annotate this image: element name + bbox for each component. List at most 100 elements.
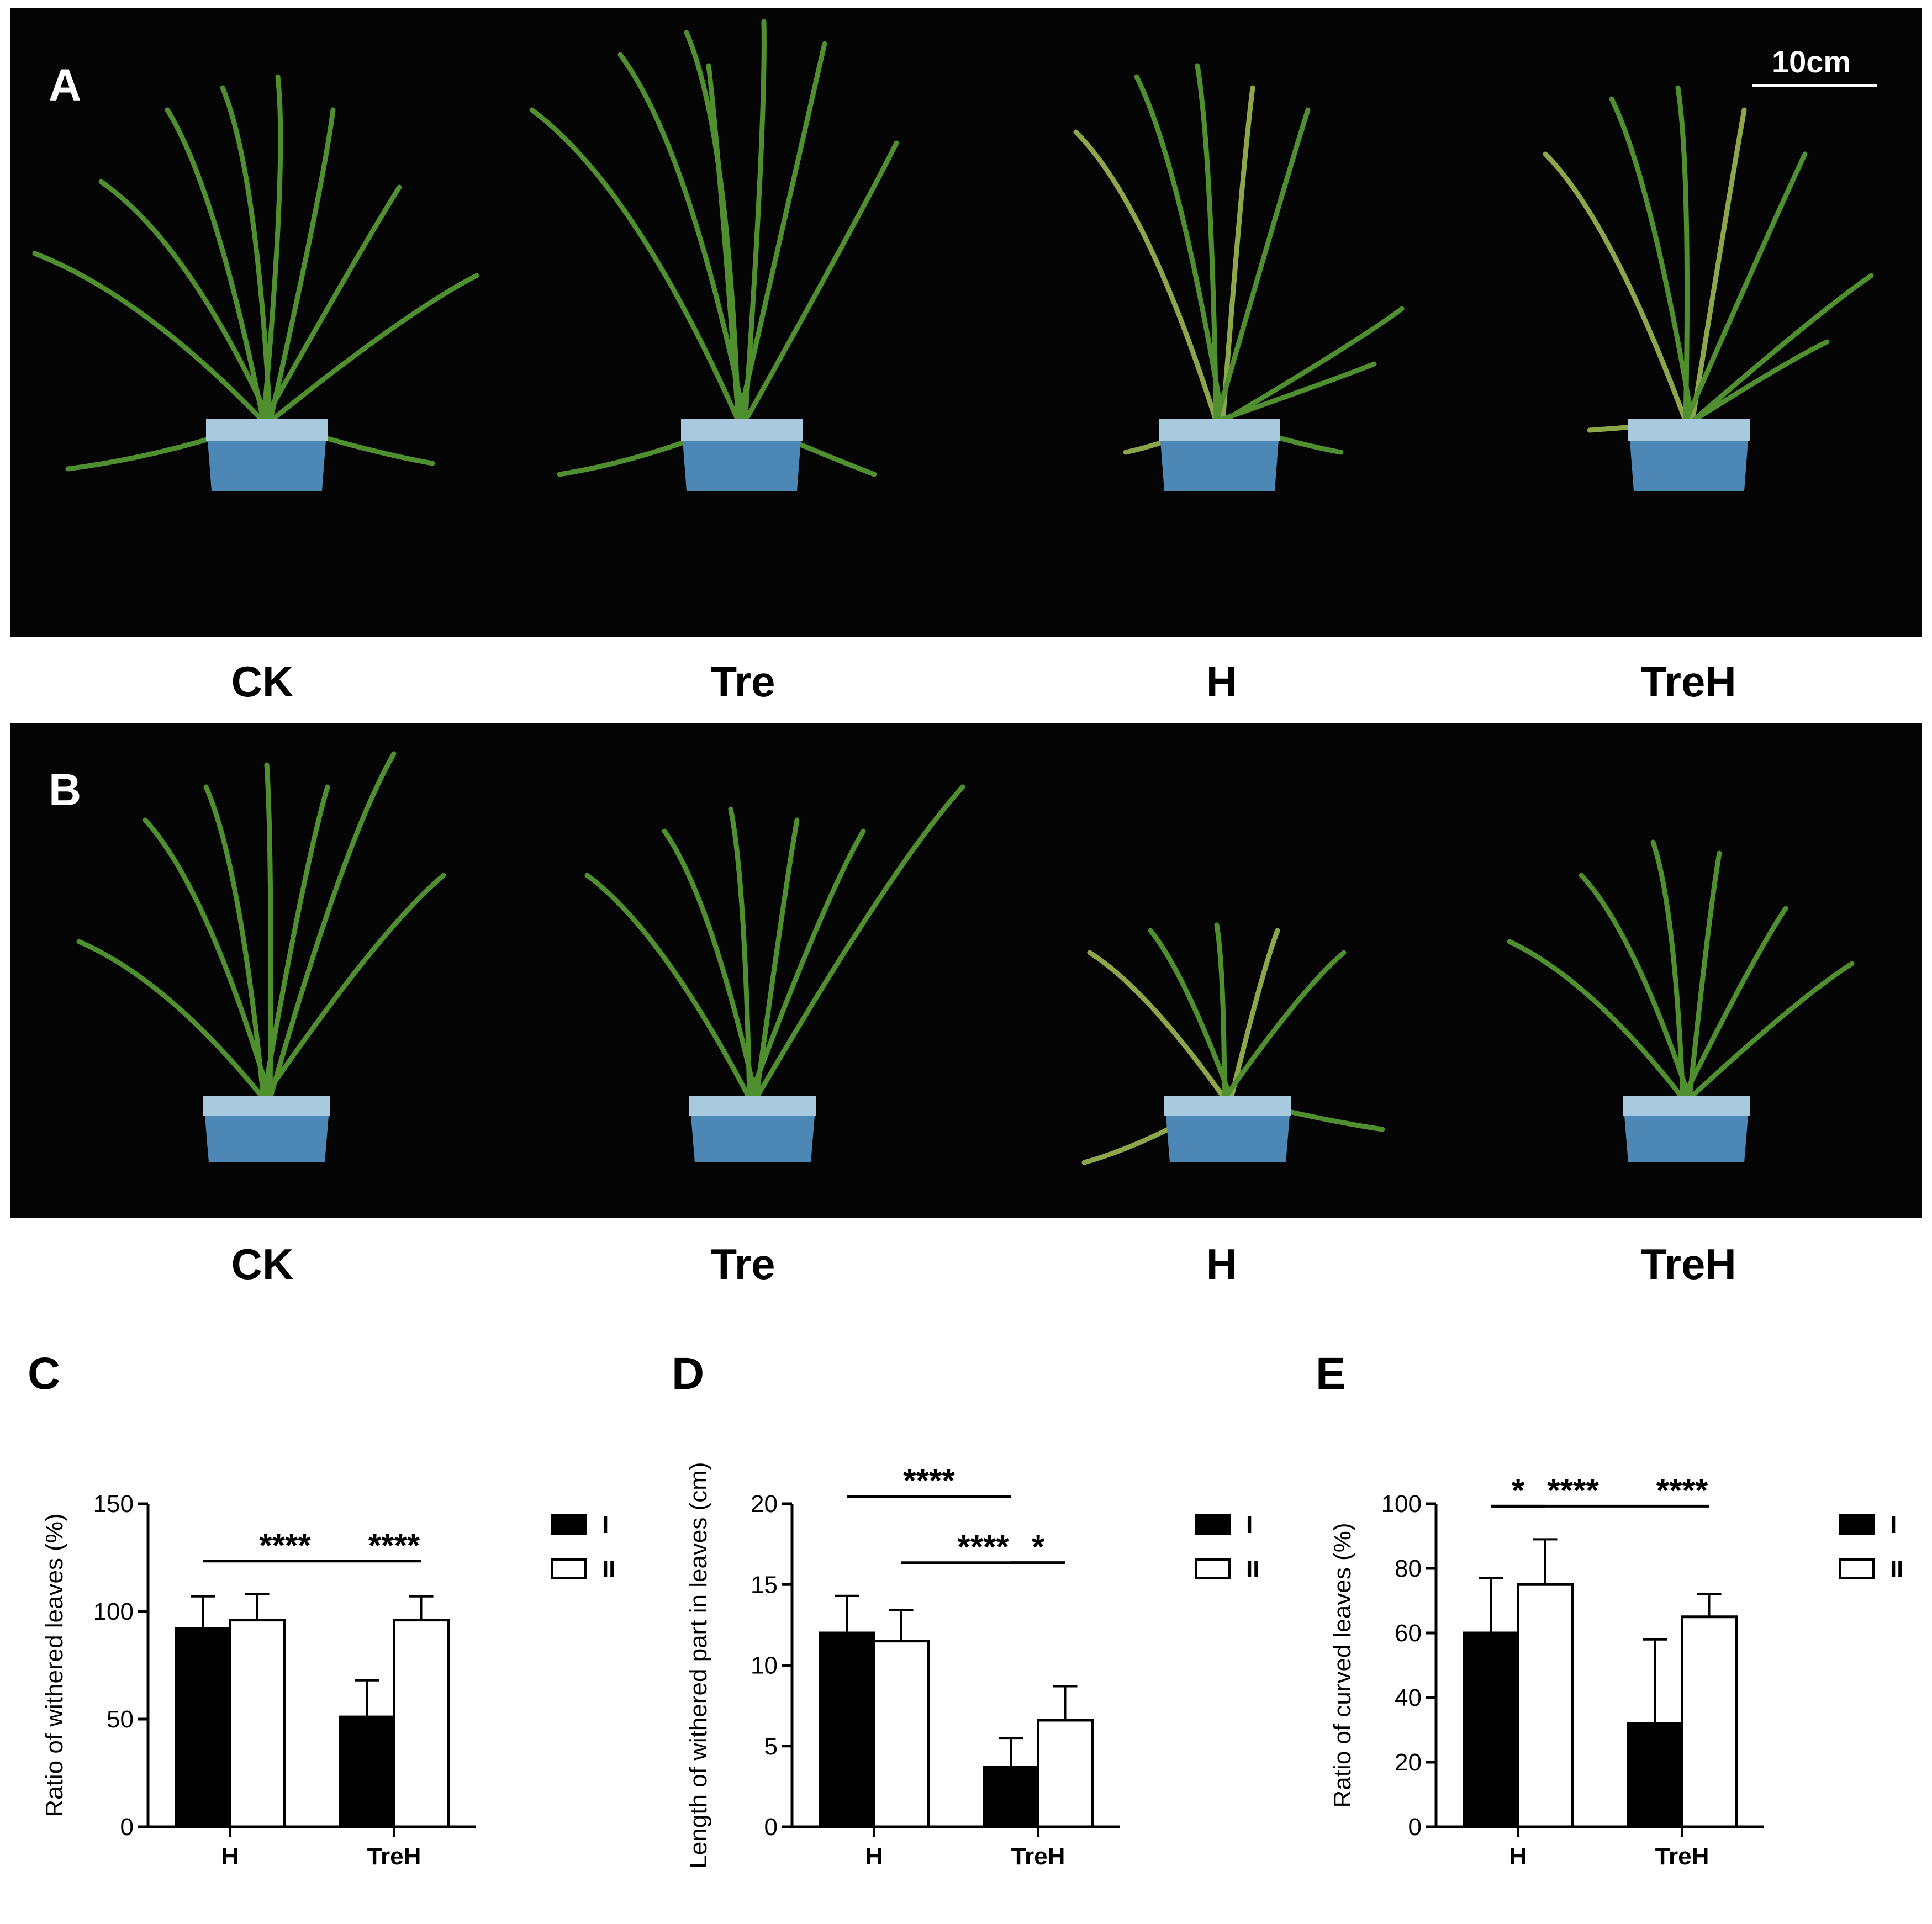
x-tick-label: H	[865, 1843, 883, 1870]
leaf	[203, 784, 266, 1101]
bar	[1627, 1722, 1683, 1828]
legend-label: I	[1890, 1511, 1897, 1539]
y-tick-label: 150	[93, 1490, 134, 1518]
bar	[873, 1640, 930, 1828]
caption-b-treh: TreH	[1640, 1240, 1736, 1288]
significance-label: ****	[1547, 1472, 1599, 1509]
y-tick-label: 100	[93, 1598, 134, 1625]
y-axis-label: Ratio of curved leaves (%)	[1329, 1523, 1356, 1808]
significance-label: ****	[903, 1462, 955, 1499]
x-tick-label: TreH	[367, 1843, 421, 1870]
x-tick-label: TreH	[1655, 1843, 1709, 1870]
leaf	[1680, 906, 1788, 1101]
plant-a-3	[1543, 85, 1874, 491]
leaf	[1220, 85, 1255, 424]
leaf	[1148, 928, 1234, 1101]
leaf	[98, 179, 273, 424]
y-tick-label: 0	[764, 1814, 778, 1841]
panel-letter-b: B	[49, 765, 82, 815]
leaf	[1222, 950, 1347, 1101]
legend-swatch	[1839, 1558, 1875, 1579]
leaf	[1073, 129, 1219, 424]
plant-a-1	[529, 19, 899, 491]
pot-rim	[1159, 419, 1280, 441]
panel-letter-a: A	[49, 60, 82, 110]
y-tick-label: 0	[120, 1814, 134, 1841]
y-tick-label: 10	[751, 1652, 778, 1679]
y-axis-label: Ratio of withered leaves (%)	[41, 1513, 68, 1817]
chart-d: D Length of withered part in leaves (cm) 0…	[644, 1342, 1288, 1924]
leaf	[220, 85, 273, 424]
caption-a-h: H	[1206, 657, 1238, 706]
leaf	[1675, 85, 1690, 424]
leaf	[261, 74, 283, 424]
leaf	[267, 107, 336, 424]
leaf	[753, 817, 800, 1101]
caption-a-treh: TreH	[1640, 657, 1736, 706]
y-tick-label: 0	[1408, 1814, 1422, 1841]
chart-e: E Ratio of curved leaves (%) 0 20 40 60 80 100 H…	[1288, 1342, 1932, 1924]
leaf	[736, 41, 827, 424]
bar	[339, 1715, 395, 1828]
plant-b-3	[1507, 839, 1855, 1162]
panel-letter-e: E	[1316, 1349, 1346, 1399]
plant-photo-a	[32, 19, 1874, 491]
leaf	[142, 817, 273, 1101]
leaf	[1134, 74, 1226, 424]
caption-b-ck: CK	[231, 1240, 294, 1288]
leaf	[728, 806, 752, 1101]
x-tick-label: TreH	[1011, 1843, 1065, 1870]
caption-a-ck: CK	[231, 657, 294, 706]
y-tick-label: 80	[1395, 1555, 1422, 1582]
pot-rim	[689, 1096, 816, 1116]
y-tick-label: 100	[1381, 1490, 1422, 1518]
bar	[175, 1627, 231, 1828]
leaf	[742, 19, 767, 424]
legend-label: I	[602, 1511, 609, 1539]
pot-rim	[203, 1096, 330, 1116]
leaf	[1507, 939, 1686, 1101]
leaf	[662, 828, 759, 1101]
bar	[1463, 1631, 1519, 1828]
legend-swatch	[1839, 1514, 1875, 1535]
panel-letter-d: D	[672, 1349, 704, 1399]
leaf	[1579, 873, 1692, 1101]
plant-b-0	[76, 751, 446, 1162]
leaf	[1213, 107, 1311, 424]
leaf	[1214, 922, 1227, 1101]
leaf	[1690, 339, 1830, 424]
leaf	[261, 784, 330, 1101]
significance-label: *	[1512, 1472, 1525, 1509]
y-tick-label: 5	[764, 1733, 778, 1760]
pot-rim	[1628, 419, 1750, 441]
significance-label: ****	[368, 1527, 420, 1564]
leaf	[1087, 950, 1227, 1101]
plant-b-1	[584, 784, 965, 1162]
leaf	[706, 63, 741, 424]
plant-a-0	[32, 74, 479, 491]
bar-chart-c: C Ratio of withered leaves (%) 0 50 100 150 H T…	[28, 1349, 615, 1870]
legend-swatch	[551, 1514, 587, 1535]
bar-chart-d: D Length of withered part in leaves (cm) 0…	[672, 1349, 1259, 1870]
x-tick-label: H	[221, 1843, 239, 1870]
y-tick-label: 60	[1395, 1620, 1422, 1647]
bar	[819, 1631, 875, 1828]
photo-panel-b: B	[10, 723, 1922, 1218]
scale-bar-label: 10cm	[1772, 44, 1851, 79]
pot-rim	[1164, 1096, 1291, 1116]
legend-swatch	[551, 1558, 587, 1579]
leaf	[617, 52, 748, 424]
bar	[1037, 1719, 1094, 1828]
leaf	[1690, 107, 1747, 424]
photo-panel-a: A 10cm	[10, 8, 1922, 637]
legend-swatch	[1195, 1558, 1231, 1579]
bar	[1517, 1583, 1574, 1828]
leaf	[742, 140, 899, 424]
caption-b-h: H	[1206, 1240, 1238, 1288]
leaf	[1650, 839, 1686, 1101]
leaf	[261, 873, 446, 1101]
leaf	[1213, 361, 1377, 424]
bar	[983, 1766, 1039, 1828]
leaf	[529, 107, 741, 424]
y-tick-label: 20	[1395, 1749, 1422, 1776]
